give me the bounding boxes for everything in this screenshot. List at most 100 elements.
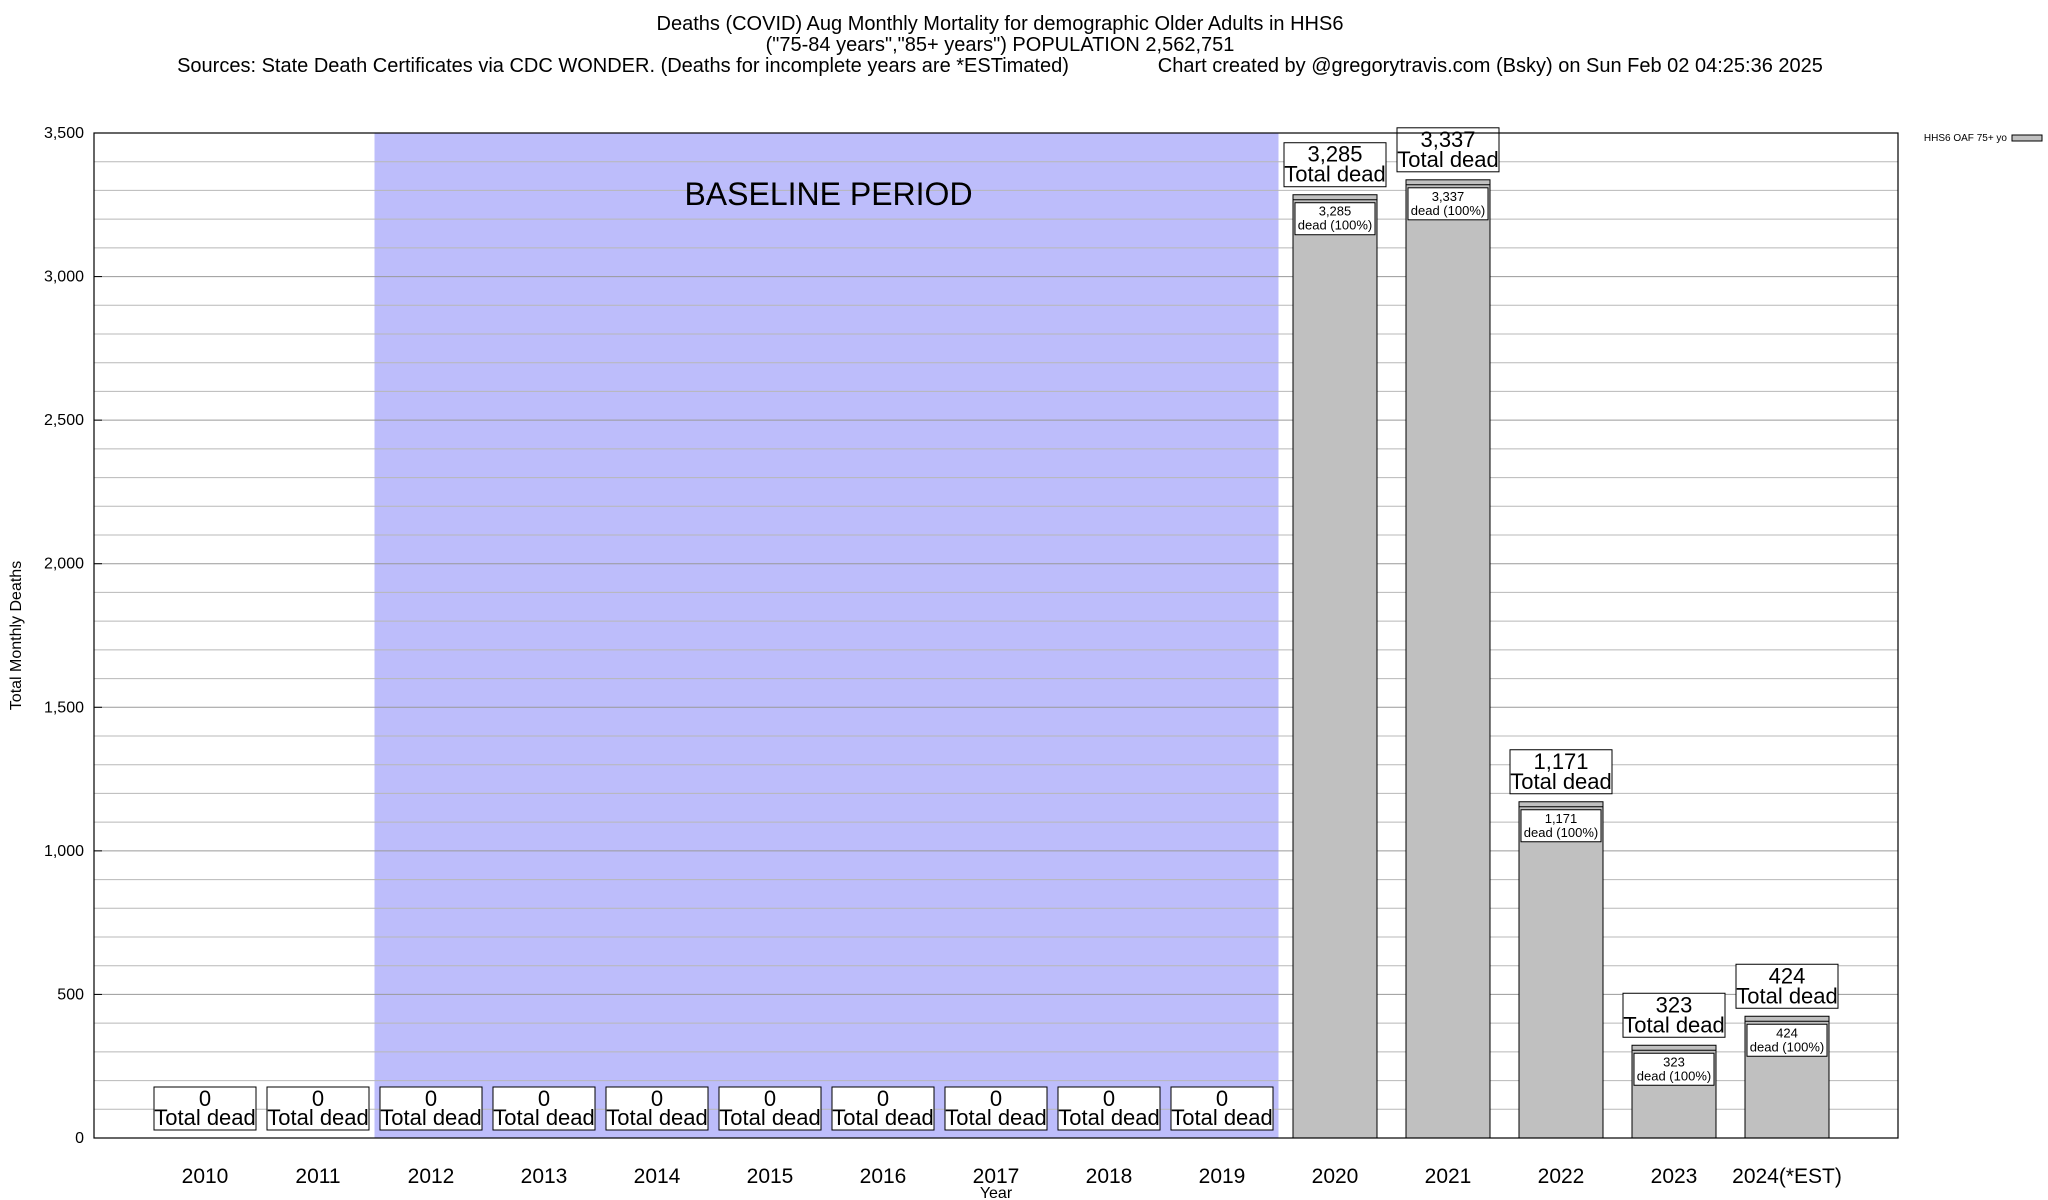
baseline-period-label: BASELINE PERIOD xyxy=(684,176,972,212)
bar-total-suffix: Total dead xyxy=(1284,162,1386,187)
bar-total-value: 0 xyxy=(1103,1086,1115,1111)
x-tick-label: 2017 xyxy=(973,1165,1020,1188)
bar-total-label-box xyxy=(492,1086,596,1131)
bar-total-value: 0 xyxy=(312,1086,324,1111)
bar-total-label-box xyxy=(1622,992,1726,1038)
x-tick-label: 2013 xyxy=(521,1165,568,1188)
y-tick-label: 1,500 xyxy=(44,699,84,716)
bar-total-label-box xyxy=(1396,127,1500,173)
bar-total-suffix: Total dead xyxy=(1510,769,1612,794)
bar-total-label-box xyxy=(1283,142,1387,188)
bar-inner-suffix: dead (100%) xyxy=(1637,1068,1711,1083)
x-tick-label: 2018 xyxy=(1086,1165,1133,1188)
bar-total-label-box xyxy=(718,1086,822,1131)
bar-inner-suffix: dead (100%) xyxy=(1298,218,1372,233)
bar-total-value: 323 xyxy=(1656,992,1693,1017)
bar-total-value: 0 xyxy=(1216,1086,1228,1111)
bar-inner-value: 3,285 xyxy=(1319,204,1352,219)
bar-total-label-box xyxy=(379,1086,483,1131)
bar-inner-label-box xyxy=(1633,1052,1715,1086)
chart-sources-line: Sources: State Death Certificates via CD… xyxy=(0,56,2000,77)
bar-total-suffix: Total dead xyxy=(1736,983,1838,1008)
bar-total-suffix: Total dead xyxy=(380,1105,482,1130)
x-tick-label: 2023 xyxy=(1651,1165,1698,1188)
y-tick-label: 1,000 xyxy=(44,843,84,860)
x-tick-label: 2019 xyxy=(1199,1165,1246,1188)
y-tick-label: 500 xyxy=(57,986,84,1003)
bar-inner-suffix: dead (100%) xyxy=(1411,203,1485,218)
x-tick-label: 2021 xyxy=(1425,1165,1472,1188)
y-axis-title: Total Monthly Deaths xyxy=(8,561,25,710)
bar-total-value: 0 xyxy=(199,1086,211,1111)
bar-total-label-box xyxy=(1509,749,1613,795)
bar-inner-suffix: dead (100%) xyxy=(1524,825,1598,840)
bar-total-value: 0 xyxy=(425,1086,437,1111)
bar-total-value: 0 xyxy=(651,1086,663,1111)
y-tick-label: 0 xyxy=(75,1130,84,1147)
bar xyxy=(1405,179,1491,1139)
bar-total-value: 0 xyxy=(877,1086,889,1111)
y-tick-label: 2,000 xyxy=(44,556,84,573)
bar-total-suffix: Total dead xyxy=(1623,1012,1725,1037)
x-tick-label: 2024(*EST) xyxy=(1732,1165,1842,1188)
y-tick-label: 2,500 xyxy=(44,412,84,429)
x-tick-label: 2011 xyxy=(295,1165,340,1188)
bar-inner-value: 3,337 xyxy=(1432,189,1465,204)
bar-total-value: 424 xyxy=(1769,963,1806,988)
bar xyxy=(1518,801,1604,1139)
bar-total-label-box xyxy=(831,1086,935,1131)
bar-total-suffix: Total dead xyxy=(1171,1105,1273,1130)
bar-total-value: 3,285 xyxy=(1307,142,1362,167)
bar-group xyxy=(1518,801,1604,1139)
bar-inner-label-box xyxy=(1294,202,1376,236)
bar-inner-label-box xyxy=(1746,1023,1828,1057)
bar-total-label-box xyxy=(944,1086,1048,1131)
x-axis-title: Year xyxy=(980,1185,1013,1200)
bar-total-label-box xyxy=(266,1086,370,1131)
bar-inner-value: 1,171 xyxy=(1545,811,1578,826)
bar-inner-value: 323 xyxy=(1663,1054,1685,1069)
bar-total-value: 1,171 xyxy=(1533,749,1588,774)
baseline-period-band xyxy=(374,133,1279,1138)
bar-total-label-box xyxy=(1735,963,1839,1009)
chart-sources: Sources: State Death Certificates via CD… xyxy=(177,55,1069,77)
legend-label: HHS6 OAF 75+ yo xyxy=(1924,133,2008,144)
x-tick-label: 2016 xyxy=(860,1165,907,1188)
bar-total-value: 3,337 xyxy=(1420,127,1475,152)
bar-total-suffix: Total dead xyxy=(493,1105,595,1130)
bar-total-suffix: Total dead xyxy=(1397,147,1499,172)
bar-inner-label-box xyxy=(1407,187,1489,221)
chart-title: Deaths (COVID) Aug Monthly Mortality for… xyxy=(656,13,1344,35)
bar xyxy=(1292,194,1378,1139)
bar-total-suffix: Total dead xyxy=(154,1105,256,1130)
bar-total-suffix: Total dead xyxy=(606,1105,708,1130)
bar-inner-label-box xyxy=(1520,809,1602,843)
bar-total-value: 0 xyxy=(990,1086,1002,1111)
chart-subtitle: ("75-84 years","85+ years") POPULATION 2… xyxy=(765,34,1235,56)
bar-inner-value: 424 xyxy=(1776,1025,1798,1040)
bar-total-label-box xyxy=(1057,1086,1161,1131)
x-tick-label: 2014 xyxy=(634,1165,681,1188)
x-tick-label: 2012 xyxy=(408,1165,455,1188)
bar-inner-suffix: dead (100%) xyxy=(1750,1039,1824,1054)
chart-titles: Deaths (COVID) Aug Monthly Mortality for… xyxy=(0,14,2000,77)
bar-total-value: 0 xyxy=(538,1086,550,1111)
bar-total-suffix: Total dead xyxy=(945,1105,1047,1130)
bar-total-suffix: Total dead xyxy=(1058,1105,1160,1130)
y-tick-label: 3,500 xyxy=(44,125,84,142)
bar-group xyxy=(1292,194,1378,1139)
bar-total-value: 0 xyxy=(764,1086,776,1111)
x-tick-label: 2010 xyxy=(182,1165,229,1188)
legend-swatch xyxy=(2011,134,2043,142)
x-tick-label: 2020 xyxy=(1312,1165,1359,1188)
bar-total-suffix: Total dead xyxy=(719,1105,821,1130)
x-tick-label: 2022 xyxy=(1538,1165,1585,1188)
x-tick-label: 2015 xyxy=(747,1165,794,1188)
bar-total-label-box xyxy=(605,1086,709,1131)
chart-credit: Chart created by @gregorytravis.com (Bsk… xyxy=(1157,55,1823,77)
bar-total-label-box xyxy=(153,1086,257,1131)
legend: HHS6 OAF 75+ yo xyxy=(1924,133,2043,144)
bar-total-label-box xyxy=(1170,1086,1274,1131)
y-tick-label: 3,000 xyxy=(44,269,84,286)
